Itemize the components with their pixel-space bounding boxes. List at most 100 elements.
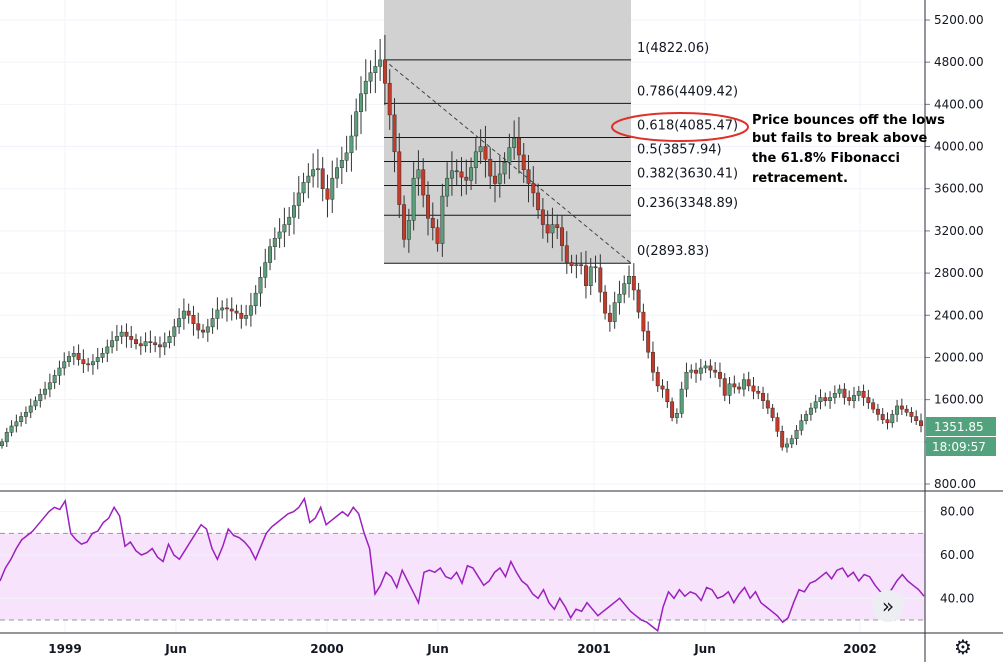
candle-body [794,429,799,439]
candle-body [445,177,450,197]
candle-body [162,342,167,348]
candle-body [205,326,210,333]
candle [449,151,454,196]
candle [564,231,569,274]
candle [268,238,273,271]
candle-body [521,154,526,170]
candle [899,398,904,416]
candle-body [435,227,440,244]
candle [177,308,182,334]
candle [679,381,684,418]
candle [660,379,665,398]
chart-settings-gear-icon[interactable]: ⚙ [954,635,972,659]
candle [545,210,550,243]
candle-body [387,83,392,116]
candle-body [148,341,153,343]
candle-body [339,160,344,168]
candle-body [90,361,95,366]
candle [579,252,584,275]
annotation-line-4: retracement. [752,171,848,186]
candle [244,304,249,326]
candle [708,359,713,379]
candle-body [244,315,249,319]
candle [229,297,234,321]
candle [124,323,129,348]
candle [47,373,52,398]
candle [866,389,871,409]
candle-body [301,182,306,194]
candle [440,183,445,257]
y-tick-label: 2400.00 [934,308,984,322]
candle-body [583,265,588,286]
candle-body [866,397,871,404]
candle-body [598,267,603,293]
x-tick-label: 2000 [310,642,343,656]
candle-body [823,397,828,401]
candle [359,76,363,135]
candle [813,394,818,413]
candle-body [306,175,311,183]
candle [789,434,794,449]
fibonacci-retracement-tool[interactable]: 1(4822.06) 0.786(4409.42) 0.618(4085.47) 0.… [383,0,738,264]
candle [215,297,220,330]
y-tick-label: 1600.00 [934,393,984,407]
candle-body [899,405,904,410]
y-tick-label: 2000.00 [934,350,984,364]
candle-body [258,277,263,294]
candle-body [421,169,426,196]
candle-body [808,407,813,415]
candle-body [890,414,895,424]
candlestick-series [0,34,923,453]
candle [335,157,340,188]
candle-body [19,416,24,423]
candle-body [28,405,33,413]
annotation[interactable]: Price bounces off the lows but fails to … [611,112,945,186]
candle [713,361,718,378]
y-tick-label: 3200.00 [934,224,984,238]
scroll-to-realtime-button[interactable]: » [872,590,904,622]
rsi-tick-label: 40.00 [940,591,974,605]
candle [507,133,512,180]
candle [717,362,722,388]
candle-body [33,400,38,407]
candle [852,386,856,409]
candle [650,341,655,382]
candle-body [579,264,584,266]
candle-body [512,137,517,148]
candle-body [789,438,794,445]
x-tick-label: 2001 [577,642,610,656]
fib-level-label: 0.236(3348.89) [637,196,738,211]
candle-body [268,246,273,263]
y-tick-label: 4400.00 [934,97,984,111]
candle [71,346,76,366]
candle [234,304,239,320]
candle-body [344,152,349,161]
candle [454,159,459,185]
candle [612,291,617,329]
countdown-background [926,437,996,456]
candle-body [727,383,732,396]
candle [617,280,622,315]
x-tick-label: 1999 [48,642,81,656]
candle-body [234,310,239,314]
candle [153,336,158,353]
candle-body [564,245,569,263]
candle [325,174,330,218]
candle [540,197,545,239]
candle-body [914,416,919,421]
candle [856,386,861,402]
candle [746,371,751,392]
candle-body [292,205,296,218]
candle-body [373,66,378,73]
candle-body [469,167,474,181]
rsi-band-fill [0,533,925,620]
candle-body [14,421,19,427]
candle-body [124,331,129,337]
candle [880,408,885,424]
candle-body [100,352,105,358]
candle [794,425,799,446]
candle [339,146,344,185]
candle [588,258,593,296]
